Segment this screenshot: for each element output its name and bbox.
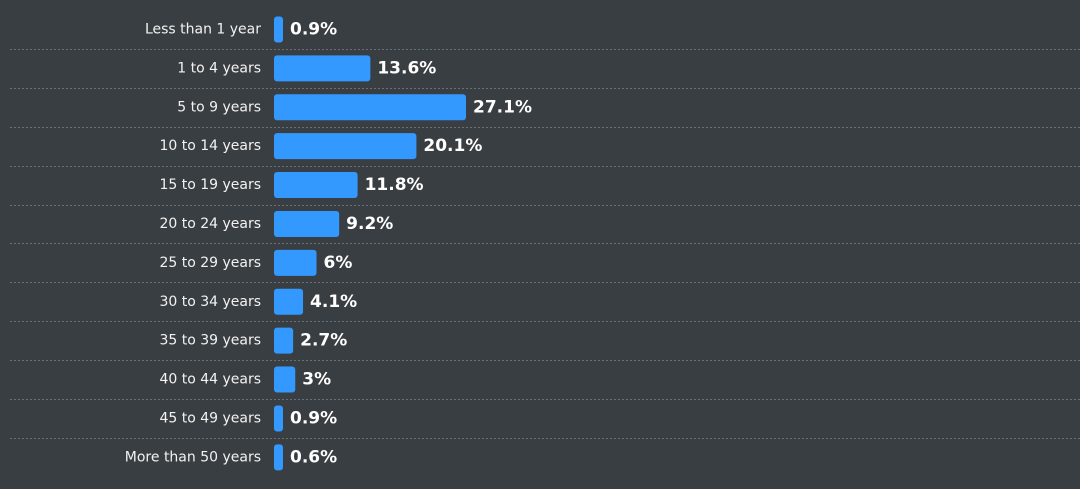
bar: [274, 172, 358, 199]
category-label: 15 to 19 years: [159, 177, 261, 193]
category-label: 35 to 39 years: [159, 333, 261, 349]
category-label: 30 to 34 years: [159, 294, 261, 310]
bar: [274, 444, 283, 471]
category-label: 10 to 14 years: [159, 138, 261, 154]
bar: [274, 405, 283, 432]
category-label: 1 to 4 years: [177, 60, 261, 76]
value-labels: 0.9% 13.6% 27.1% 20.1% 11.8% 9.2% 6% 4.1% 2.7% 3%…: [290, 19, 532, 467]
value-label: 4.1%: [310, 292, 357, 312]
bar: [274, 327, 294, 354]
bar: [274, 210, 340, 237]
bar: [274, 249, 317, 276]
bar: [274, 94, 466, 121]
value-label: 3%: [302, 370, 331, 390]
bar: [274, 288, 304, 315]
category-label: Less than 1 year: [145, 21, 261, 37]
category-label: 25 to 29 years: [159, 255, 261, 271]
category-label: 45 to 49 years: [159, 410, 261, 426]
value-label: 11.8%: [365, 175, 424, 195]
value-label: 13.6%: [377, 58, 436, 78]
bar: [274, 16, 283, 43]
bar: [274, 366, 296, 393]
value-label: 2.7%: [300, 331, 347, 351]
value-label: 0.6%: [290, 447, 337, 467]
bars-group: [274, 16, 466, 471]
category-label: 20 to 24 years: [159, 216, 261, 232]
value-label: 6%: [324, 253, 353, 273]
value-label: 9.2%: [346, 214, 393, 234]
value-label: 0.9%: [290, 19, 337, 39]
bar: [274, 133, 417, 160]
category-label: 40 to 44 years: [159, 372, 261, 388]
category-label: 5 to 9 years: [177, 99, 261, 115]
value-label: 27.1%: [473, 97, 532, 117]
value-label: 20.1%: [423, 136, 482, 156]
category-label: More than 50 years: [125, 449, 261, 465]
category-labels: Less than 1 year 1 to 4 years 5 to 9 years…: [125, 21, 261, 465]
bar: [274, 55, 371, 82]
value-label: 0.9%: [290, 408, 337, 428]
